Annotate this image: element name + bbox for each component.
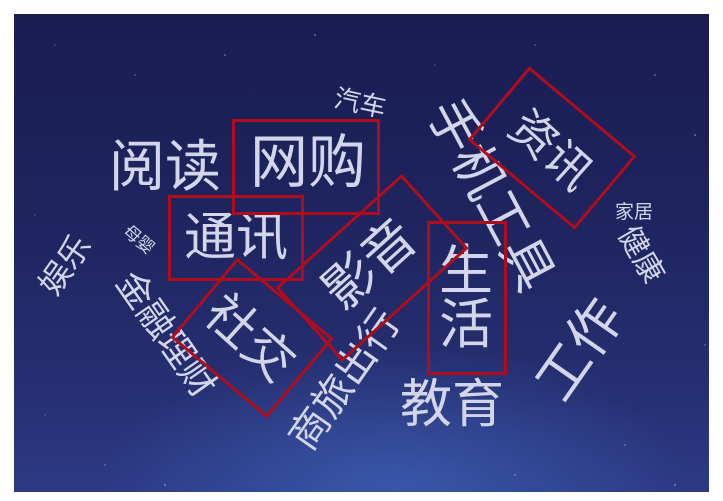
star-dot: [164, 484, 166, 486]
star-dot: [694, 134, 696, 136]
star-dot: [314, 34, 316, 36]
star-dot: [514, 474, 516, 476]
word-jiaju: 家居: [615, 200, 654, 223]
word-tongxun: 通讯: [184, 208, 289, 268]
star-dot: [434, 64, 436, 66]
highlight-box-shenghuo: [427, 221, 507, 375]
word-cloud: 汽车 阅读 网购 手机工具 资讯 家居 通讯 母婴 娱乐 金融理财 影音 生活 …: [14, 14, 709, 492]
star-dot: [44, 414, 46, 416]
word-gongzuo: 工作: [522, 287, 637, 413]
word-wanggou: 网购: [250, 128, 367, 196]
highlight-box-wanggou: [232, 119, 380, 215]
word-jiaoyu: 教育: [400, 375, 505, 435]
highlight-box-tongxun: [168, 195, 304, 281]
star-dot: [34, 214, 36, 216]
word-yule: 娱乐: [31, 227, 99, 303]
star-dot: [624, 444, 626, 446]
word-muying: 母婴: [118, 221, 158, 259]
star-dot: [704, 344, 706, 346]
star-dot: [654, 74, 656, 76]
star-dot: [54, 44, 56, 46]
word-qiche: 汽车: [331, 83, 389, 125]
word-jiankang: 健康: [610, 220, 671, 290]
star-dot: [134, 74, 136, 76]
word-yuedu: 阅读: [109, 135, 221, 200]
star-dot: [224, 54, 226, 56]
star-dot: [534, 44, 536, 46]
star-dot: [674, 484, 676, 486]
star-dot: [104, 464, 106, 466]
word-shenghuo: 生活: [439, 239, 493, 356]
